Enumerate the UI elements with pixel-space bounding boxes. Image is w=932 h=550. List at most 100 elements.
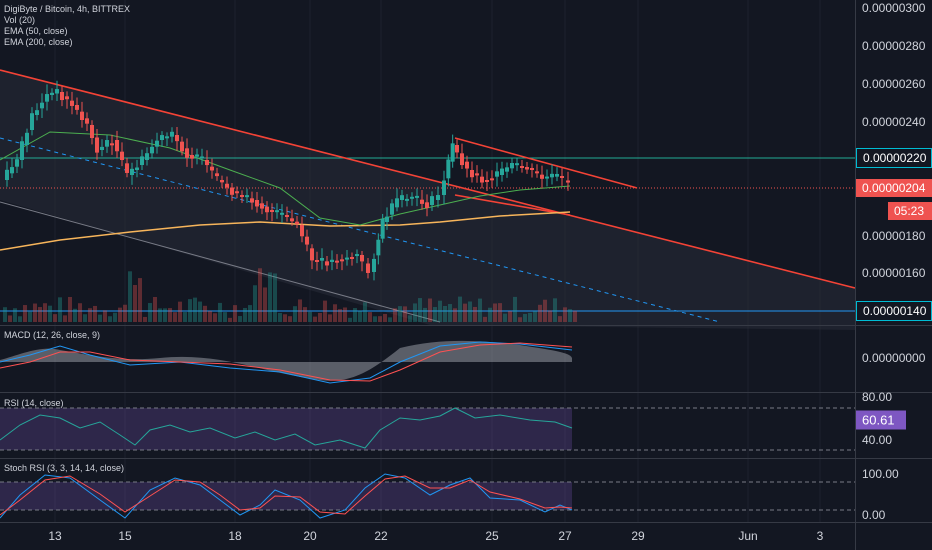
- candle: [25, 132, 29, 145]
- volume-bar: [213, 313, 217, 322]
- candle: [20, 141, 24, 160]
- main-trendline: [0, 69, 856, 289]
- candle: [215, 173, 219, 177]
- bar-countdown-badge: 05:23: [888, 202, 932, 220]
- stoch-rsi-legend[interactable]: Stoch RSI (3, 3, 14, 14, close): [4, 463, 125, 473]
- volume-bar: [133, 285, 137, 322]
- candle: [525, 167, 529, 170]
- volume-bar: [533, 311, 537, 322]
- volume-bar: [433, 307, 437, 322]
- volume-bar: [328, 314, 332, 322]
- candle: [550, 173, 554, 178]
- volume-bar: [178, 301, 182, 322]
- volume-bar: [548, 310, 552, 322]
- price-axis-label: 0.00000180: [862, 229, 926, 243]
- ema200-indicator-label[interactable]: EMA (200, close): [4, 37, 73, 47]
- candle: [325, 261, 329, 266]
- volume-bar: [163, 308, 167, 322]
- candle: [415, 195, 419, 198]
- time-axis-label: 22: [374, 529, 388, 543]
- candle: [475, 173, 479, 176]
- candle: [195, 154, 199, 157]
- candle: [270, 210, 274, 212]
- main-legend[interactable]: DigiByte / Bitcoin, 4h, BITTREX Vol (20)…: [4, 4, 130, 48]
- candle: [95, 137, 99, 153]
- volume-bar: [138, 278, 142, 322]
- symbol-title[interactable]: DigiByte / Bitcoin, 4h, BITTREX: [4, 4, 131, 14]
- volume-bar: [283, 314, 287, 322]
- candle: [165, 136, 169, 139]
- candle: [340, 259, 344, 262]
- candle: [285, 215, 289, 217]
- ema50-indicator-label[interactable]: EMA (50, close): [4, 26, 68, 36]
- candle: [330, 259, 334, 262]
- volume-bar: [403, 306, 407, 322]
- candle: [465, 161, 469, 169]
- candle: [400, 195, 404, 200]
- volume-bar: [188, 299, 192, 322]
- volume-bar: [18, 316, 22, 322]
- candle: [105, 140, 109, 147]
- volume-bar: [343, 307, 347, 322]
- volume-bar: [158, 308, 162, 322]
- stoch-axis-top: 100.00: [862, 467, 899, 481]
- rsi-legend[interactable]: RSI (14, close): [4, 398, 64, 408]
- volume-bar: [348, 317, 352, 322]
- macd-legend[interactable]: MACD (12, 26, close, 9): [4, 330, 101, 340]
- candle: [60, 92, 64, 101]
- candle: [70, 100, 74, 106]
- volume-bar: [128, 271, 132, 322]
- price-axis-label: 0.00000260: [862, 77, 926, 91]
- candle: [275, 210, 279, 213]
- volume-bar: [303, 307, 307, 322]
- volume-bar: [68, 296, 72, 322]
- candle: [520, 166, 524, 168]
- candle: [205, 160, 209, 166]
- volume-bar: [423, 307, 427, 322]
- candle: [395, 198, 399, 208]
- volume-bar: [393, 308, 397, 322]
- stoch-k-line: [0, 473, 573, 519]
- volume-bar: [53, 314, 57, 322]
- candle: [380, 218, 385, 239]
- candle: [145, 153, 149, 160]
- volume-bar: [498, 303, 502, 322]
- volume-bar: [308, 311, 312, 322]
- candle: [220, 180, 224, 183]
- candle: [455, 145, 459, 153]
- volume-bar: [388, 317, 392, 322]
- candle: [372, 258, 376, 272]
- candle: [420, 199, 424, 204]
- candle: [10, 167, 14, 174]
- candle: [555, 173, 559, 177]
- candle: [385, 216, 389, 222]
- time-axis-label: 15: [118, 529, 132, 543]
- candle: [366, 263, 370, 273]
- channel-lower-line: [0, 201, 441, 323]
- volume-bar: [428, 298, 432, 322]
- volume-bar: [573, 310, 577, 322]
- candle: [245, 195, 249, 198]
- stoch-d-line: [0, 475, 573, 516]
- volume-bar: [488, 307, 492, 322]
- pane-divider-stoch: [0, 458, 932, 459]
- candle: [30, 113, 34, 130]
- volume-bar: [398, 306, 402, 322]
- volume-indicator-label[interactable]: Vol (20): [4, 15, 36, 25]
- volume-bar: [268, 272, 272, 322]
- candle: [442, 180, 446, 195]
- candle: [360, 255, 364, 262]
- price-axis-label: 0.00000280: [862, 39, 926, 53]
- candle: [310, 248, 314, 261]
- candle: [560, 176, 564, 178]
- macd-zero-label: 0.00000000: [862, 351, 926, 365]
- candle: [120, 151, 124, 161]
- volume-bar: [503, 313, 507, 322]
- candle: [430, 196, 434, 205]
- volume-bar: [113, 312, 117, 322]
- candle: [230, 187, 234, 195]
- volume-bar: [98, 314, 102, 322]
- candle: [35, 110, 39, 115]
- candle: [140, 156, 144, 165]
